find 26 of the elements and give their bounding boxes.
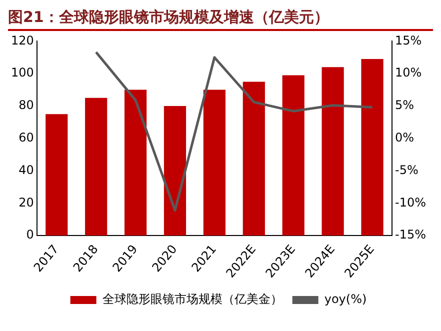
bar bbox=[85, 98, 108, 236]
y2-tick-label: -15% bbox=[395, 228, 426, 242]
y-tick-label: 0 bbox=[26, 228, 34, 242]
y-tick-label: 20 bbox=[18, 195, 34, 210]
bar bbox=[203, 90, 226, 236]
bar bbox=[322, 67, 344, 236]
bar bbox=[282, 75, 304, 236]
y2-tick-label: -5% bbox=[395, 162, 418, 177]
y-tick-label: 60 bbox=[18, 130, 34, 144]
bar bbox=[164, 106, 186, 236]
y2-tick-label: 15% bbox=[395, 33, 422, 48]
y2-tick-label: 5% bbox=[395, 98, 414, 112]
y2-tick-label: -10% bbox=[395, 195, 426, 210]
bar bbox=[242, 82, 265, 236]
bar bbox=[124, 90, 147, 236]
y-tick-label: 40 bbox=[18, 162, 34, 177]
chart-title: 图21：全球隐形眼镜市场规模及增速（亿美元） bbox=[8, 8, 433, 31]
y2-tick-label: 10% bbox=[395, 66, 422, 80]
legend-label: 全球隐形眼镜市场规模（亿美金） bbox=[102, 292, 282, 306]
y-tick-label: 80 bbox=[18, 98, 34, 112]
y2-tick-label: 0% bbox=[395, 130, 414, 144]
y-tick-label: 100 bbox=[11, 66, 34, 80]
bar bbox=[46, 114, 68, 236]
y-tick-label: 120 bbox=[11, 33, 34, 48]
legend-label: yoy(%) bbox=[324, 292, 367, 306]
bar bbox=[361, 59, 384, 236]
